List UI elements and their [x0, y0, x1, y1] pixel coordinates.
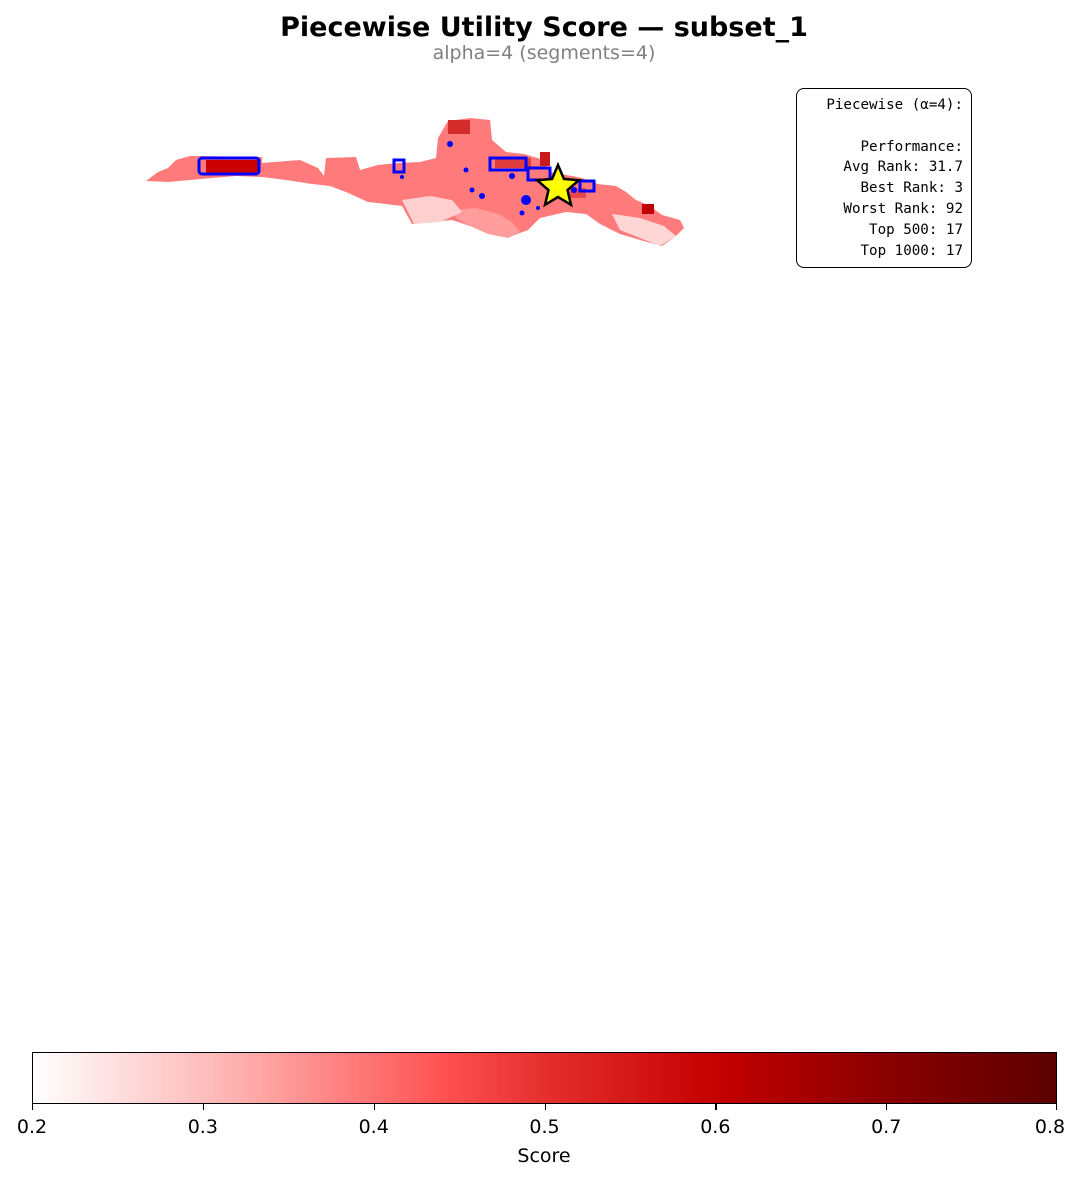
star-icon [534, 161, 582, 208]
info-avg-rank: Avg Rank: 31.7 [843, 159, 963, 176]
info-top-1000: Top 1000: 17 [860, 242, 964, 259]
info-section-label: Performance: [860, 138, 964, 155]
light-areas [402, 196, 462, 224]
dark-patch [495, 158, 531, 168]
colorbar-tick [32, 1104, 34, 1110]
info-worst-rank: Worst Rank: 92 [843, 200, 963, 217]
colorbar-tick-label: 0.6 [700, 1116, 731, 1138]
performance-info-box: Piecewise (α=4): Performance: Avg Rank: … [796, 88, 972, 268]
colorbar-tick [202, 1104, 205, 1110]
selected-points [400, 141, 577, 216]
map-title: Piecewise Utility Score — subset_1 [280, 12, 808, 43]
info-best-rank: Best Rank: 3 [860, 180, 964, 197]
selected-tracts [197, 156, 596, 193]
colorbar-tick-label: 0.3 [187, 1116, 218, 1138]
region-map [146, 118, 684, 246]
colorbar-tick-label: 0.7 [871, 1116, 902, 1138]
colorbar-tick [544, 1104, 546, 1110]
dark-patch [540, 152, 550, 166]
score-colorbar [32, 1052, 1057, 1104]
colorbar-label: Score [517, 1145, 571, 1167]
colorbar-tick [1056, 1104, 1058, 1110]
colorbar-tick-label: 0.5 [529, 1116, 560, 1138]
colorbar-tick-label: 0.4 [358, 1116, 389, 1138]
coastal-lobe [452, 208, 520, 238]
colorbar-tick-label: 0.8 [1034, 1116, 1066, 1138]
colorbar-tick [373, 1104, 375, 1110]
info-spacer [803, 116, 963, 137]
info-top-500: Top 500: 17 [869, 221, 963, 238]
colorbar-tick [886, 1104, 888, 1110]
dark-patch [448, 120, 470, 134]
dark-patch [206, 160, 258, 174]
light-areas-east [612, 214, 676, 246]
map-subtitle: alpha=4 (segments=4) [432, 42, 656, 64]
dark-patch [642, 204, 654, 214]
colorbar-tick-label: 0.2 [16, 1116, 48, 1138]
info-header: Piecewise (α=4): [826, 97, 963, 113]
region-base [146, 118, 684, 246]
dark-patch [570, 188, 586, 198]
colorbar-tick [715, 1104, 717, 1110]
